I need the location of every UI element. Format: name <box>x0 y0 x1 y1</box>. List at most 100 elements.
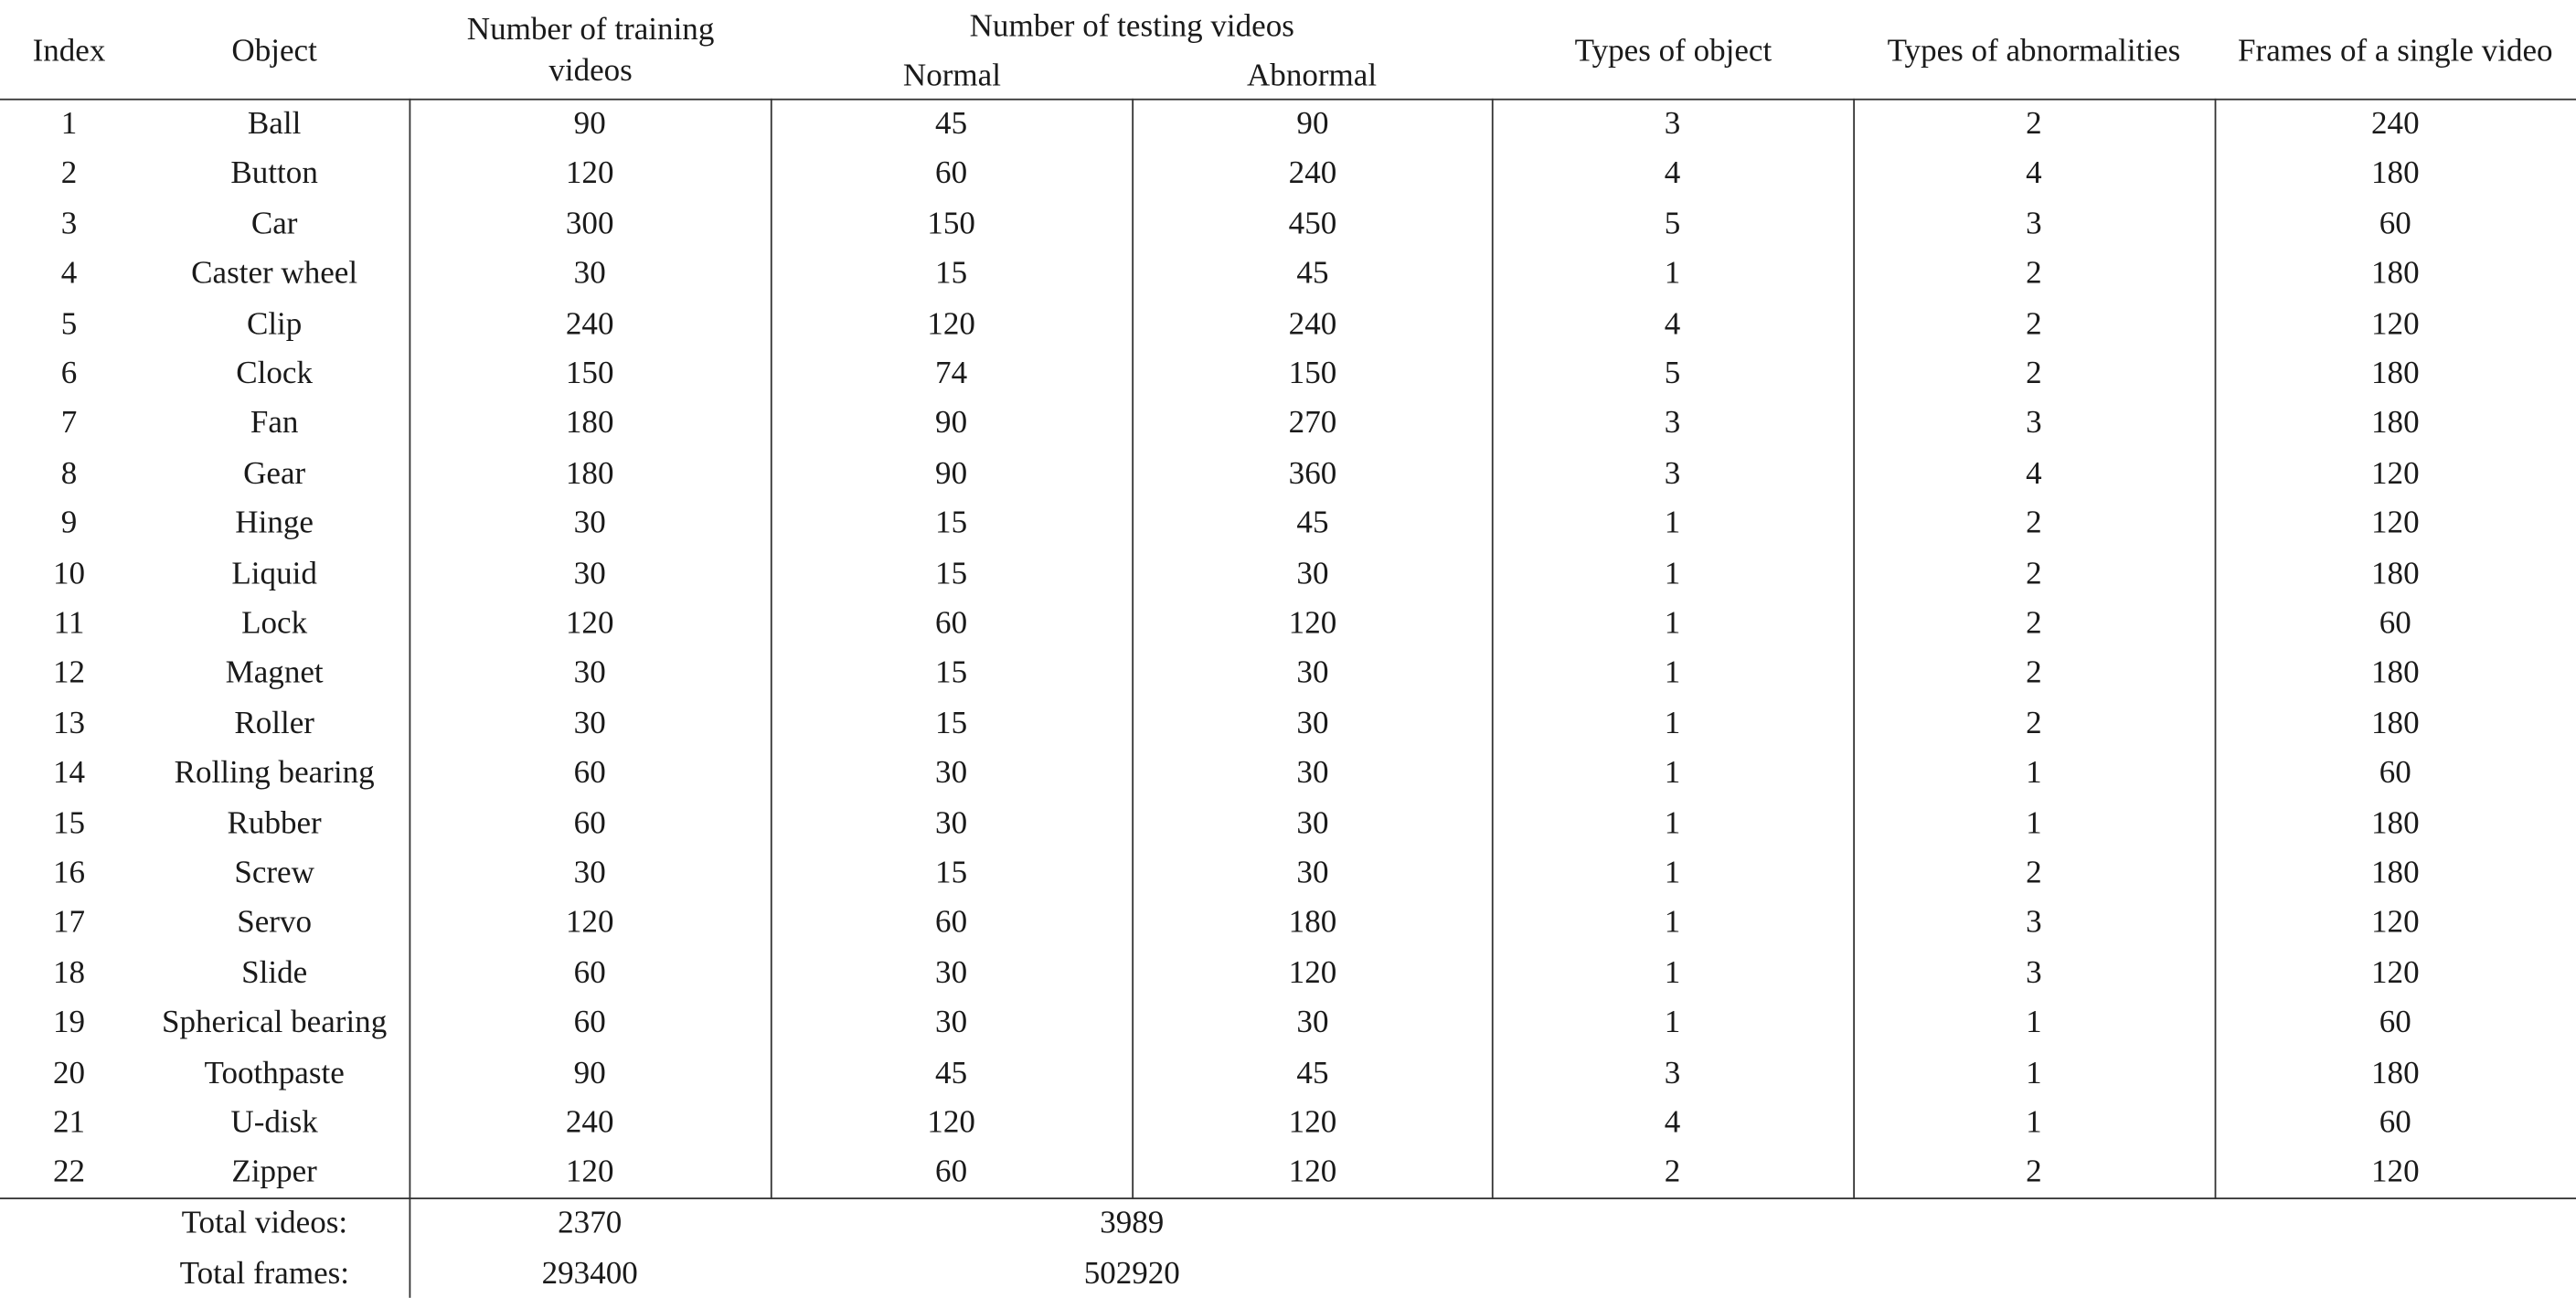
index-cell: 20 <box>52 1056 86 1091</box>
object-cell: Spherical bearing <box>162 1005 388 1041</box>
frames-cell: 180 <box>2371 856 2420 891</box>
abnormal-videos-cell: 240 <box>1288 156 1337 192</box>
types-of-abnormalities-cell: 2 <box>2026 556 2042 591</box>
index-cell: 14 <box>52 756 86 792</box>
frames-cell: 180 <box>2371 156 2420 192</box>
types-of-abnormalities-cell: 2 <box>2026 606 2042 642</box>
abnormal-videos-cell: 180 <box>1288 906 1337 942</box>
header-object: Object <box>231 34 317 69</box>
abnormal-videos-cell: 30 <box>1296 756 1329 792</box>
frames-cell: 180 <box>2371 1056 2420 1091</box>
training-videos-cell: 60 <box>573 756 606 792</box>
frames-cell: 60 <box>2379 1105 2411 1141</box>
training-videos-cell: 180 <box>565 456 614 492</box>
object-cell: Liquid <box>231 556 317 591</box>
types-of-abnormalities-cell: 2 <box>2026 506 2042 542</box>
total-label: Total frames: <box>179 1256 350 1292</box>
index-cell: 11 <box>53 606 85 642</box>
training-videos-cell: 150 <box>565 356 614 392</box>
index-cell: 15 <box>52 806 86 841</box>
types-of-abnormalities-cell: 2 <box>2026 656 2042 691</box>
object-cell: Magnet <box>225 656 324 691</box>
index-cell: 3 <box>60 207 78 242</box>
types-of-object-cell: 5 <box>1664 356 1681 392</box>
abnormal-videos-cell: 30 <box>1296 706 1329 741</box>
object-cell: Rubber <box>227 806 322 841</box>
index-cell: 10 <box>52 556 86 591</box>
abnormal-videos-cell: 240 <box>1288 306 1337 342</box>
training-videos-cell: 30 <box>573 656 606 691</box>
abnormal-videos-cell: 45 <box>1296 257 1329 292</box>
abnormal-videos-cell: 120 <box>1288 1105 1337 1141</box>
training-videos-cell: 30 <box>573 706 606 741</box>
frames-cell: 120 <box>2371 1155 2420 1191</box>
index-cell: 8 <box>60 456 78 492</box>
frames-cell: 120 <box>2371 506 2420 542</box>
abnormal-videos-cell: 30 <box>1296 856 1329 891</box>
index-cell: 5 <box>60 306 78 342</box>
abnormal-videos-cell: 30 <box>1296 556 1329 591</box>
header-testing-videos: Number of testing videos <box>969 9 1294 45</box>
column-divider <box>1132 98 1134 1199</box>
object-cell: U-disk <box>230 1105 318 1141</box>
abnormal-videos-cell: 120 <box>1288 606 1337 642</box>
frames-cell: 180 <box>2371 356 2420 392</box>
frames-cell: 180 <box>2371 407 2420 442</box>
object-cell: Clip <box>246 306 303 342</box>
index-cell: 19 <box>52 1005 86 1041</box>
types-of-abnormalities-cell: 1 <box>2026 1005 2042 1041</box>
types-of-object-cell: 4 <box>1664 1105 1681 1141</box>
training-videos-cell: 240 <box>565 1105 614 1141</box>
body-bottom-rule <box>0 1197 2576 1199</box>
types-of-object-cell: 1 <box>1664 506 1681 542</box>
training-videos-cell: 90 <box>573 107 606 143</box>
training-videos-cell: 300 <box>565 207 614 242</box>
header-training-line-2: videos <box>548 54 633 90</box>
types-of-object-cell: 5 <box>1664 207 1681 242</box>
index-cell: 7 <box>60 407 78 442</box>
training-videos-cell: 30 <box>573 257 606 292</box>
header-index: Index <box>32 34 106 69</box>
normal-videos-cell: 30 <box>935 756 968 792</box>
frames-cell: 180 <box>2371 656 2420 691</box>
normal-videos-cell: 60 <box>935 906 968 942</box>
normal-videos-cell: 15 <box>935 656 968 691</box>
header-normal: Normal <box>902 59 1001 94</box>
total-training-value: 293400 <box>541 1256 638 1292</box>
header-types-of-abnormalities: Types of abnormalities <box>1887 34 2181 69</box>
types-of-abnormalities-cell: 1 <box>2026 756 2042 792</box>
types-of-object-cell: 1 <box>1664 556 1681 591</box>
object-cell: Ball <box>247 107 302 143</box>
normal-videos-cell: 15 <box>935 257 968 292</box>
types-of-abnormalities-cell: 2 <box>2026 856 2042 891</box>
frames-cell: 120 <box>2371 306 2420 342</box>
total-testing-value: 3989 <box>1100 1206 1165 1241</box>
total-testing-value: 502920 <box>1083 1256 1180 1292</box>
types-of-object-cell: 1 <box>1664 856 1681 891</box>
index-cell: 17 <box>52 906 86 942</box>
header-types-of-object: Types of object <box>1574 34 1772 69</box>
object-cell: Slide <box>241 956 308 991</box>
types-of-object-cell: 1 <box>1664 606 1681 642</box>
types-of-object-cell: 3 <box>1664 107 1681 143</box>
index-cell: 2 <box>60 156 78 192</box>
abnormal-videos-cell: 120 <box>1288 956 1337 991</box>
normal-videos-cell: 15 <box>935 856 968 891</box>
object-cell: Zipper <box>231 1155 317 1191</box>
frames-cell: 120 <box>2371 456 2420 492</box>
normal-videos-cell: 74 <box>935 356 968 392</box>
abnormal-videos-cell: 30 <box>1296 656 1329 691</box>
training-videos-cell: 30 <box>573 506 606 542</box>
types-of-object-cell: 1 <box>1664 706 1681 741</box>
frames-cell: 60 <box>2379 1005 2411 1041</box>
frames-cell: 120 <box>2371 956 2420 991</box>
object-cell: Car <box>250 207 298 242</box>
frames-cell: 180 <box>2371 556 2420 591</box>
training-videos-cell: 120 <box>565 156 614 192</box>
frames-cell: 240 <box>2371 107 2420 143</box>
object-cell: Lock <box>241 606 308 642</box>
training-videos-cell: 120 <box>565 906 614 942</box>
frames-cell: 180 <box>2371 257 2420 292</box>
header-abnormal: Abnormal <box>1246 59 1378 94</box>
